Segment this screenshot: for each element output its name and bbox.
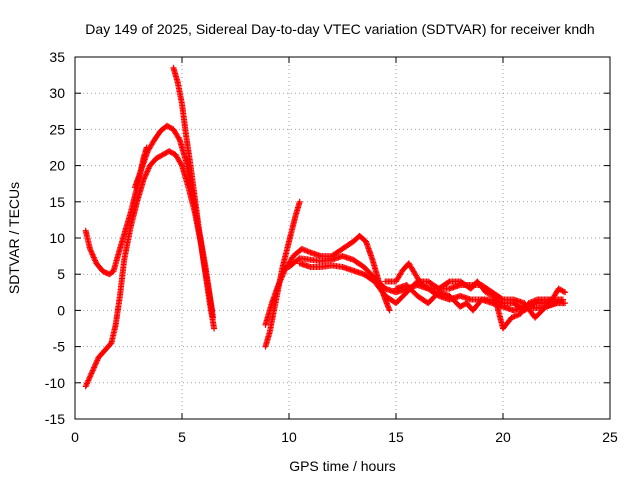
y-tick-label: 30 [49,85,65,101]
y-axis-label: SDTVAR / TECUs [6,182,22,294]
y-tick-label: 15 [49,194,65,210]
data-point [211,325,218,332]
data-point [560,288,567,295]
y-tick-label: 25 [49,121,65,137]
y-tick-label: -5 [53,339,66,355]
data-point [296,198,303,205]
y-tick-label: 0 [57,302,65,318]
series-track-10 [393,282,569,314]
y-tick-label: 5 [57,266,65,282]
y-tick-label: 20 [49,158,65,174]
x-tick-label: 0 [71,429,79,445]
y-tick-label: 10 [49,230,65,246]
series-track-4 [170,64,215,314]
data-point [562,300,569,307]
x-tick-label: 5 [178,429,186,445]
y-tick-label: -15 [45,411,65,427]
x-tick-label: 25 [602,429,618,445]
data-point [559,296,566,303]
y-tick-label: -10 [45,375,65,391]
data-point [562,289,569,296]
x-tick-label: 15 [388,429,404,445]
data-point [176,135,183,142]
chart-title: Day 149 of 2025, Sidereal Day-to-day VTE… [85,21,594,37]
data-point [530,300,537,307]
series-track-7 [286,253,569,314]
data-point [208,307,215,314]
data-points [82,64,569,390]
x-tick-label: 20 [495,429,511,445]
grid-lines [75,57,610,419]
data-point [210,314,217,321]
x-tick-label: 10 [281,429,297,445]
series-track-9 [382,260,566,332]
axes: 0 5 10 15 20 25 -15 -10 -5 0 5 10 15 20 25 30 35 [45,49,618,445]
data-point [178,161,185,168]
data-point [553,300,560,307]
y-tick-label: 35 [49,49,65,65]
data-point [445,279,452,286]
x-axis-label: GPS time / hours [289,458,396,474]
data-point [386,307,393,314]
series-track-1 [82,144,150,278]
